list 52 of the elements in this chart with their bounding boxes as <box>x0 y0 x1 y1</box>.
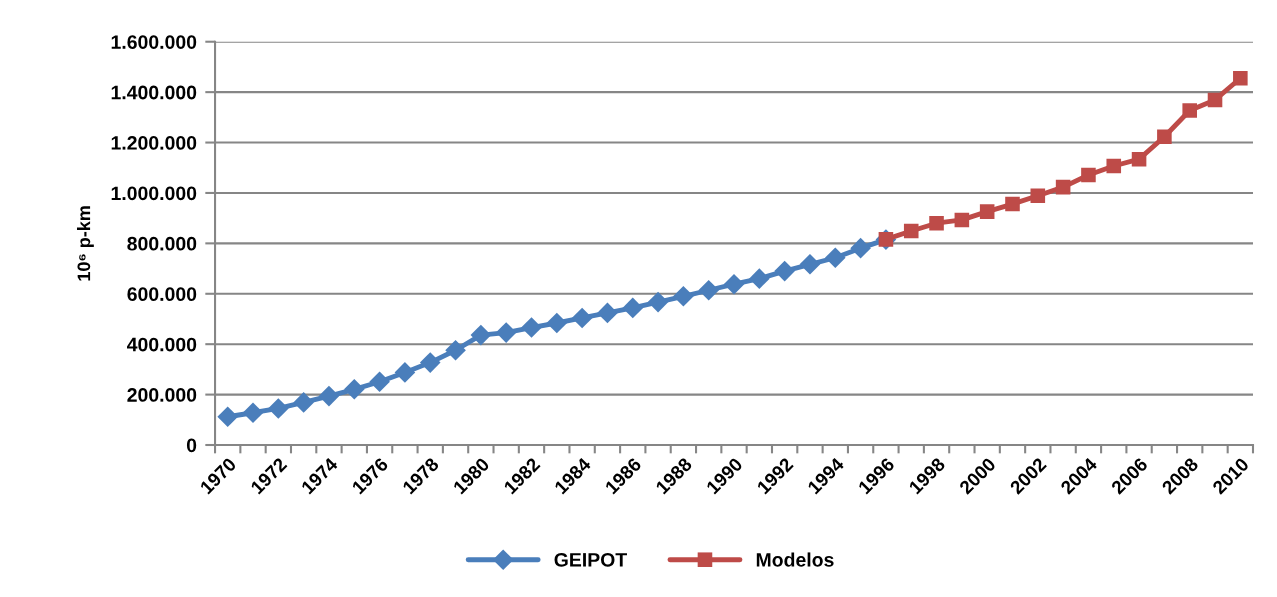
point <box>824 247 846 269</box>
point <box>903 223 919 239</box>
point <box>1233 70 1248 86</box>
point <box>799 253 821 275</box>
y-tick-label: 800.000 <box>127 236 197 251</box>
y-tick-label: 1.200.000 <box>111 136 197 150</box>
point <box>673 285 694 307</box>
point <box>954 212 970 228</box>
point <box>521 317 542 338</box>
point <box>698 279 720 301</box>
point <box>293 392 314 413</box>
y-tick-label: 0 <box>186 438 197 453</box>
y-axis-title: 10⁶ p-km <box>77 206 94 281</box>
point <box>546 312 568 334</box>
point <box>1055 179 1071 195</box>
point <box>622 297 644 319</box>
point <box>979 204 995 219</box>
point <box>495 322 517 343</box>
legend-label: Modelos <box>756 552 834 567</box>
legend-label: GEIPOT <box>554 552 627 567</box>
point <box>242 402 264 424</box>
point <box>597 302 618 324</box>
point <box>647 291 669 313</box>
point <box>850 237 871 259</box>
point <box>1005 196 1020 212</box>
point <box>343 378 365 400</box>
y-tick-label: 1.600.000 <box>111 35 197 49</box>
point <box>1207 92 1223 108</box>
point <box>1030 188 1046 204</box>
point <box>445 339 466 361</box>
point <box>723 273 745 295</box>
point <box>749 268 770 289</box>
point <box>318 385 340 407</box>
point <box>571 307 593 329</box>
point <box>470 324 492 346</box>
point <box>774 260 795 282</box>
y-tick-label: 400.000 <box>127 337 197 352</box>
point <box>369 371 390 393</box>
point <box>1106 158 1122 174</box>
y-tick-label: 1.000.000 <box>111 186 197 201</box>
y-tick-label: 200.000 <box>127 388 197 402</box>
point <box>419 352 441 373</box>
y-tick-label: 600.000 <box>127 287 197 302</box>
point <box>1131 151 1147 167</box>
point <box>217 406 239 428</box>
point <box>1081 167 1096 183</box>
point <box>394 362 416 383</box>
point <box>268 398 289 419</box>
point <box>929 215 944 231</box>
point <box>1182 103 1197 118</box>
point <box>1157 129 1172 145</box>
y-tick-label: 1.400.000 <box>111 85 197 100</box>
